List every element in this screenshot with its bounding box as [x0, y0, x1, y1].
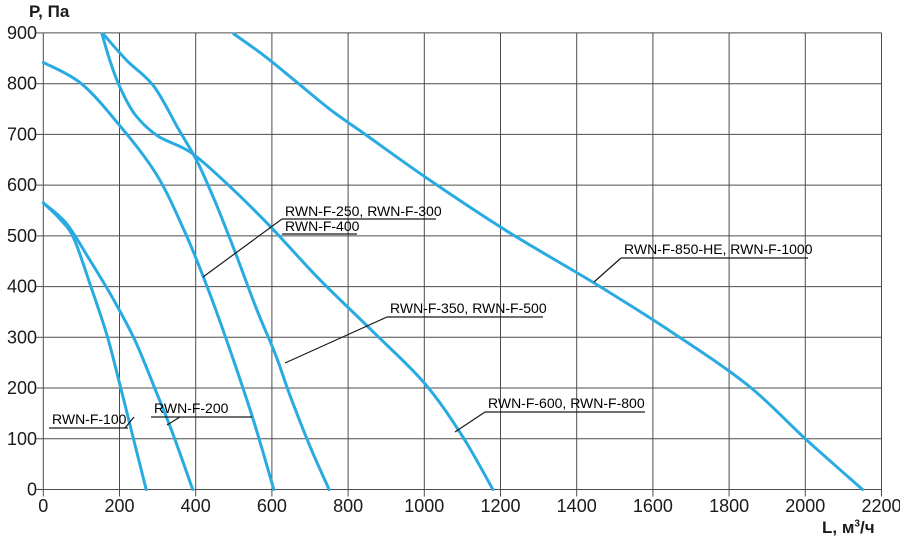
- x-axis-title-prefix: L, м: [822, 518, 855, 537]
- annotation-RWN-F-250-RWN-F-300-RWN-F-400-label-1: RWN-F-400: [285, 218, 360, 234]
- x-tick-label-1400: 1400: [557, 496, 597, 516]
- x-axis-title-sup: 3: [854, 518, 860, 530]
- curve-RWN-F-100: [41, 201, 148, 491]
- x-tick-label-1000: 1000: [404, 496, 444, 516]
- annotation-RWN-F-600-RWN-F-800-leader-line: [454, 411, 486, 433]
- annotation-RWN-F-850-HE-RWN-F-1000-leader-line: [593, 257, 622, 283]
- annotation-RWN-F-100-label-0: RWN-F-100: [52, 411, 127, 427]
- y-tick-label-0: 0: [27, 480, 37, 500]
- x-tick-label-400: 400: [181, 496, 211, 516]
- curve-RWN-F-200: [41, 201, 195, 491]
- annotation-RWN-F-200-leader-line: [166, 416, 181, 426]
- curve-RWN-F-600-RWN-F-800: [100, 32, 495, 491]
- y-tick-label-600: 600: [7, 175, 37, 195]
- annotation-RWN-F-350-RWN-F-500-label-0: RWN-F-350, RWN-F-500: [390, 300, 547, 316]
- curve-RWN-F-350-RWN-F-500: [101, 32, 331, 491]
- x-tick-label-1600: 1600: [633, 496, 673, 516]
- y-tick-label-500: 500: [7, 226, 37, 246]
- annotation-RWN-F-100-leader-line: [124, 416, 135, 429]
- x-tick-label-800: 800: [333, 496, 363, 516]
- curve-RWN-F-250-RWN-F-300-RWN-F-400: [41, 60, 276, 491]
- x-axis-title-suffix: /ч: [859, 518, 875, 537]
- y-tick-label-100: 100: [7, 429, 37, 449]
- x-tick-label-2200: 2200: [861, 496, 900, 516]
- y-tick-label-300: 300: [7, 327, 37, 347]
- annotation-RWN-F-850-HE-RWN-F-1000-label-0: RWN-F-850-HE, RWN-F-1000: [624, 241, 813, 257]
- annotation-RWN-F-200-label-0: RWN-F-200: [154, 400, 229, 416]
- annotation-RWN-F-350-RWN-F-500-leader-line: [284, 316, 388, 364]
- y-tick-label-900: 900: [7, 23, 37, 43]
- x-tick-label-1800: 1800: [709, 496, 749, 516]
- x-tick-label-200: 200: [104, 496, 134, 516]
- x-tick-label-1200: 1200: [480, 496, 520, 516]
- annotation-RWN-F-600-RWN-F-800-label-0: RWN-F-600, RWN-F-800: [488, 395, 645, 411]
- annotation-RWN-F-250-RWN-F-300-RWN-F-400-label-0: RWN-F-250, RWN-F-300: [285, 203, 442, 219]
- x-tick-label-600: 600: [257, 496, 287, 516]
- x-tick-label-2000: 2000: [785, 496, 825, 516]
- y-tick-label-800: 800: [7, 74, 37, 94]
- y-tick-label-400: 400: [7, 277, 37, 297]
- x-tick-label-0: 0: [38, 496, 48, 516]
- x-axis-title: L, м3/ч: [822, 518, 875, 538]
- y-tick-label-200: 200: [7, 378, 37, 398]
- y-axis-title: P, Па: [29, 2, 70, 21]
- curve-RWN-F-850-HE-RWN-F-1000: [232, 32, 864, 491]
- y-tick-label-700: 700: [7, 124, 37, 144]
- annotation-RWN-F-250-RWN-F-300-RWN-F-400-leader-line: [202, 218, 283, 278]
